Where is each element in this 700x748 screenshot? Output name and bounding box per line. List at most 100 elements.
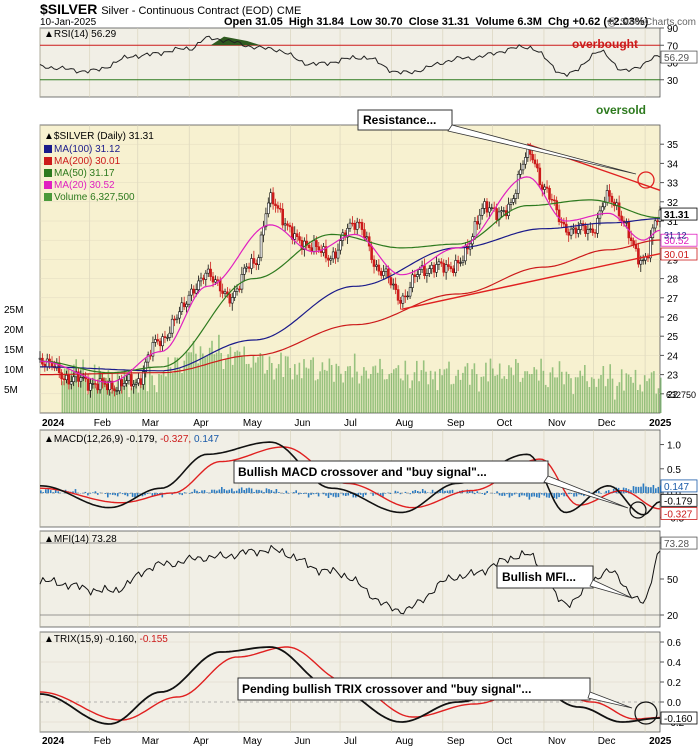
candle-body xyxy=(288,225,292,228)
candle-body xyxy=(233,291,236,298)
macd-histogram-bar xyxy=(471,491,474,494)
candle-body xyxy=(543,186,547,190)
volume-bar xyxy=(77,382,80,413)
candle-body xyxy=(463,246,467,262)
volume-bar xyxy=(487,381,489,413)
macd-histogram-bar xyxy=(260,490,263,493)
volume-bar xyxy=(238,351,241,413)
volume-bar xyxy=(82,359,84,413)
ma200-legend: MA(200) 30.01 xyxy=(44,156,120,167)
volume-bar xyxy=(305,367,308,413)
volume-bar xyxy=(611,378,614,413)
bottom-x-axis-label: Jun xyxy=(294,736,310,747)
macd-histogram-bar xyxy=(451,489,454,494)
macd-callout-text: Bullish MACD crossover and "buy signal".… xyxy=(238,465,487,479)
volume-bar xyxy=(399,378,402,413)
candle-body xyxy=(218,279,222,292)
volume-bar xyxy=(406,374,409,413)
candle-body xyxy=(637,248,640,265)
candle-body xyxy=(509,202,513,205)
macd-histogram-bar xyxy=(97,493,99,495)
candle-body xyxy=(132,383,135,387)
x-axis-label: Dec xyxy=(598,418,616,429)
candle-body xyxy=(62,378,66,381)
volume-bar xyxy=(443,369,446,413)
x-axis-label: Jun xyxy=(294,418,310,429)
volume-bar xyxy=(259,353,262,413)
macd-signal-value: -0.327 xyxy=(664,509,693,520)
trix-last-value-box xyxy=(660,711,698,725)
macd-histogram-bar xyxy=(655,488,657,494)
candle-body xyxy=(144,361,147,372)
candle-body xyxy=(512,198,515,203)
macd-histogram-bar xyxy=(265,488,268,493)
volume-bar xyxy=(155,392,158,413)
volume-bar xyxy=(162,371,165,413)
price-tick-label: 28 xyxy=(667,275,679,286)
ma200-line xyxy=(40,239,661,376)
volume-bar xyxy=(277,364,280,413)
volume-bar xyxy=(271,363,273,413)
volume-bar xyxy=(176,357,179,413)
macd-histogram-bar xyxy=(431,489,434,493)
volume-bar xyxy=(73,364,75,413)
volume-bar xyxy=(655,393,657,413)
macd-histogram-bar xyxy=(642,483,645,493)
macd-histogram-bar xyxy=(357,493,359,497)
macd-histogram-bar xyxy=(637,486,640,493)
candle-body xyxy=(562,221,566,225)
volume-bar xyxy=(144,372,146,413)
macd-histogram-bar xyxy=(129,493,131,494)
ma20-legend: MA(20) 30.52 xyxy=(44,180,115,191)
volume-bar xyxy=(126,375,128,413)
trix-tick-label: 0.6 xyxy=(667,638,681,649)
candle-body xyxy=(444,264,448,273)
volume-bar xyxy=(149,366,151,413)
trix-tick-label: 0.2 xyxy=(667,678,681,689)
candle-body xyxy=(77,371,80,382)
macd-histogram-bar xyxy=(632,486,635,493)
candle-body xyxy=(418,269,422,275)
candle-body xyxy=(178,311,181,319)
macd-histogram-bar xyxy=(273,491,275,494)
resistance-circle xyxy=(637,171,655,189)
volume-bar xyxy=(342,382,344,413)
volume-bar xyxy=(160,374,163,413)
candle-body xyxy=(391,283,395,286)
volume-bar xyxy=(119,381,121,413)
macd-histogram-bar xyxy=(635,486,637,493)
macd-histogram-bar xyxy=(332,493,335,497)
volume-tick-label: 5M xyxy=(4,385,18,396)
candle-body xyxy=(346,228,349,238)
volume-bar xyxy=(489,358,492,413)
macd-histogram-bar xyxy=(543,493,545,496)
macd-histogram-bar xyxy=(652,485,655,494)
volume-bar xyxy=(268,356,271,413)
volume-bar xyxy=(100,373,103,413)
candle-body xyxy=(396,289,400,301)
volume-bar xyxy=(505,379,508,413)
volume-bar xyxy=(531,374,533,413)
macd-histogram-bar xyxy=(211,489,213,493)
candle-body xyxy=(163,336,167,339)
macd-histogram-bar xyxy=(226,490,228,493)
volume-bar xyxy=(586,381,588,413)
candle-body xyxy=(576,229,580,234)
volume-bar xyxy=(646,381,648,413)
candle-body xyxy=(639,260,643,265)
volume-bar xyxy=(231,364,234,413)
candle-body xyxy=(646,256,650,259)
volume-bar xyxy=(202,353,204,413)
trix-tick-label: 0.0 xyxy=(667,698,681,709)
volume-bar xyxy=(404,360,407,413)
macd-histogram-bar xyxy=(421,489,424,493)
macd-histogram-bar xyxy=(240,487,243,494)
trix-tick-label: 0.4 xyxy=(667,658,681,669)
macd-histogram-bar xyxy=(536,493,538,498)
volume-bar xyxy=(284,356,287,413)
volume-bar xyxy=(307,368,310,413)
macd-histogram-bar xyxy=(322,493,325,495)
volume-bar xyxy=(498,363,501,413)
macd-histogram-bar xyxy=(352,493,355,498)
volume-bar xyxy=(287,356,289,413)
